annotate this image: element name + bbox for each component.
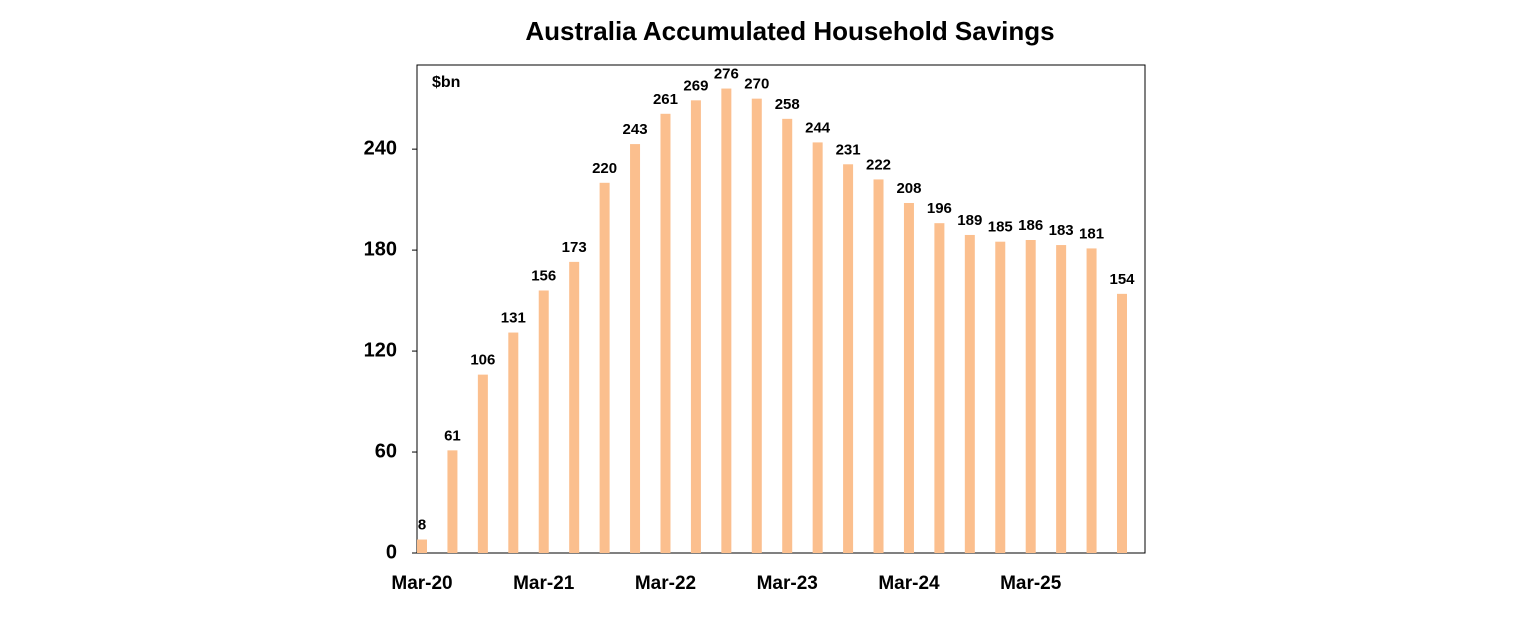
chart-title: Australia Accumulated Household Savings <box>525 16 1054 46</box>
bar <box>751 98 762 553</box>
value-label: 231 <box>836 141 861 158</box>
bar <box>1086 248 1097 553</box>
bar <box>417 539 427 553</box>
bar <box>690 100 701 554</box>
value-label: 154 <box>1109 271 1135 288</box>
x-tick-label: Mar-20 <box>391 573 452 594</box>
y-tick-label: 240 <box>364 137 397 159</box>
value-label: 8 <box>418 517 426 534</box>
plot-frame <box>416 64 1146 554</box>
value-label: 276 <box>714 66 739 83</box>
value-label: 183 <box>1049 222 1074 239</box>
value-label: 181 <box>1079 225 1104 242</box>
x-tick-label: Mar-22 <box>635 573 696 594</box>
bar <box>1025 240 1036 553</box>
y-tick-label: 60 <box>375 440 397 462</box>
value-label: 106 <box>470 352 495 369</box>
bar <box>812 142 823 553</box>
bar <box>1056 245 1067 553</box>
bar <box>995 241 1006 554</box>
value-label: 243 <box>623 121 648 138</box>
value-label: 186 <box>1018 217 1043 234</box>
bar <box>903 202 914 553</box>
y-axis-label: $bn <box>432 74 460 91</box>
y-tick-label: 0 <box>386 541 397 563</box>
bar <box>873 179 884 553</box>
bar <box>447 450 458 553</box>
value-label: 222 <box>866 156 891 173</box>
bar <box>508 332 519 553</box>
x-tick-label: Mar-23 <box>757 573 818 594</box>
y-tick-label: 120 <box>364 339 397 361</box>
value-label: 189 <box>957 212 982 229</box>
value-label: 196 <box>927 200 952 217</box>
bar <box>721 88 732 553</box>
value-label: 244 <box>805 119 831 136</box>
y-tick-label: 180 <box>364 238 397 260</box>
bar <box>538 290 549 553</box>
value-label: 61 <box>444 427 461 444</box>
bar <box>1117 293 1127 553</box>
value-label: 173 <box>562 239 587 256</box>
bar <box>569 261 580 553</box>
value-label: 208 <box>896 180 921 197</box>
bar <box>599 182 610 554</box>
bar <box>934 223 945 553</box>
x-tick-label: Mar-24 <box>878 573 940 594</box>
bar <box>843 164 854 553</box>
value-label: 261 <box>653 91 678 108</box>
bar <box>964 234 975 553</box>
value-label: 258 <box>775 96 800 113</box>
value-label: 156 <box>531 267 556 284</box>
value-label: 220 <box>592 160 617 177</box>
value-label: 185 <box>988 219 1013 236</box>
value-label: 131 <box>501 310 526 327</box>
bar <box>477 374 488 553</box>
bar <box>630 144 641 553</box>
value-label: 269 <box>683 77 708 94</box>
x-tick-label: Mar-21 <box>513 573 575 594</box>
value-label: 270 <box>744 76 769 93</box>
bar <box>782 118 793 554</box>
bar <box>660 113 671 554</box>
x-tick-label: Mar-25 <box>1000 573 1062 594</box>
